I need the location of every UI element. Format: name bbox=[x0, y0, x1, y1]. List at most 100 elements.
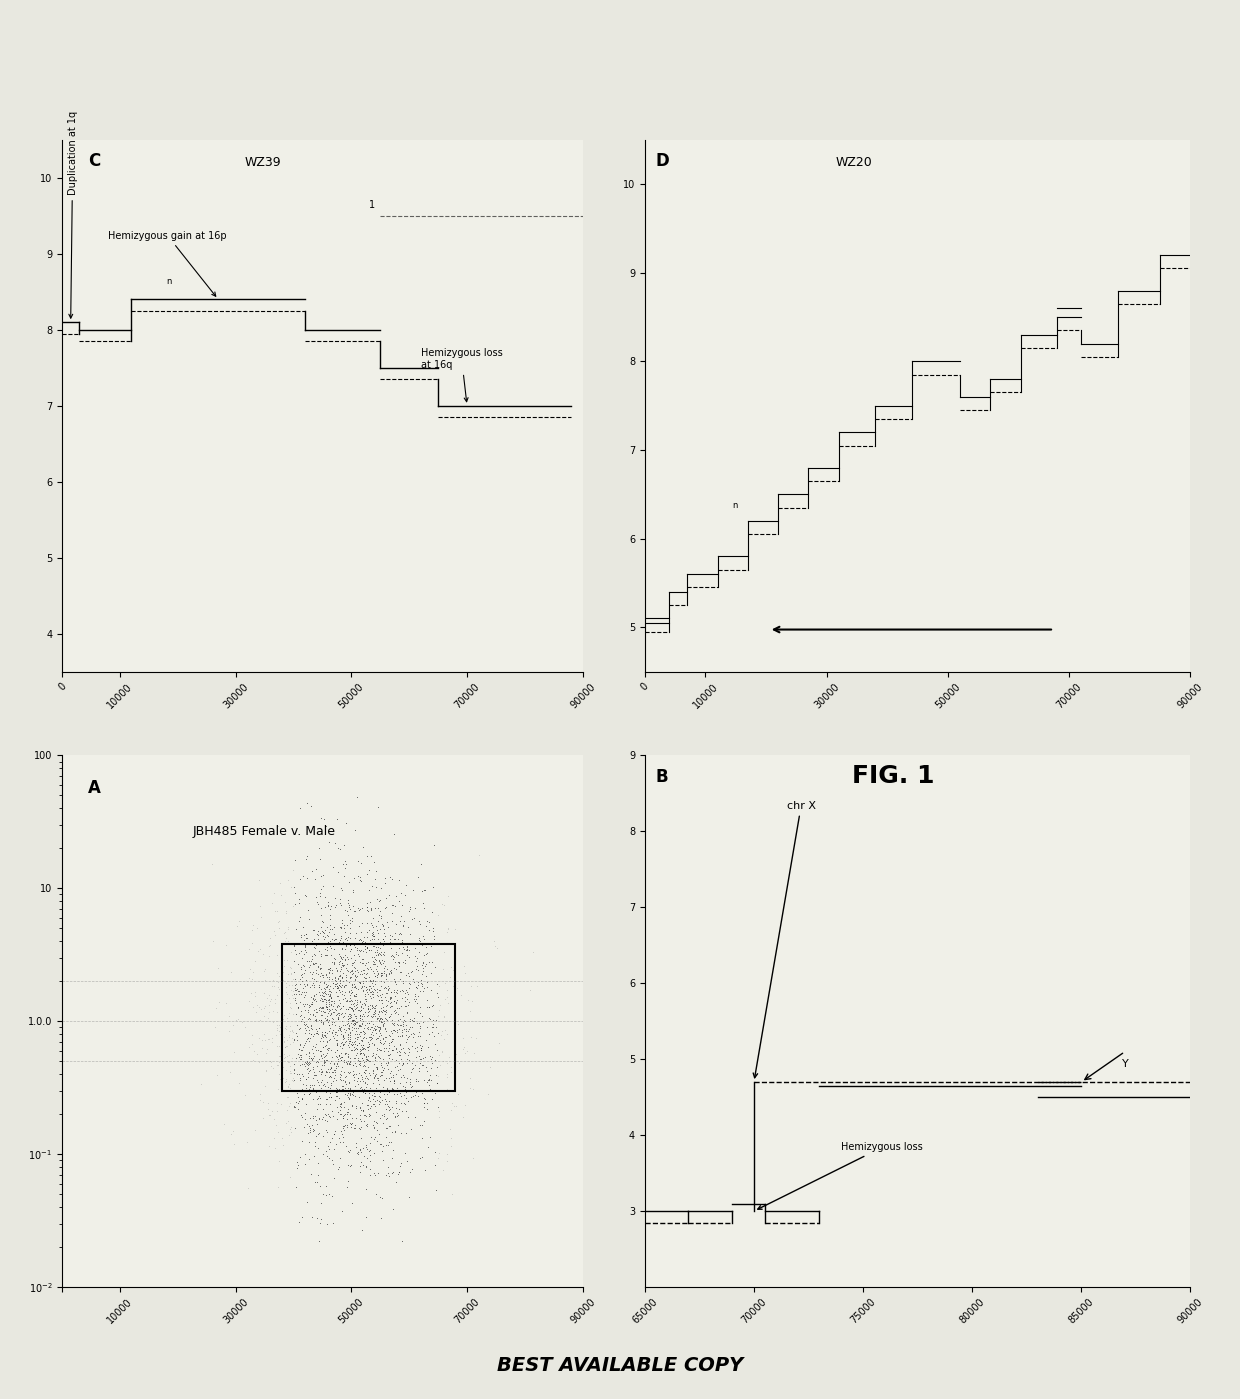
Point bbox=[309, 1230, 329, 1252]
Point bbox=[332, 1126, 352, 1149]
Point bbox=[371, 997, 391, 1020]
Point bbox=[290, 867, 310, 890]
Point bbox=[346, 1094, 366, 1116]
Point bbox=[371, 877, 391, 900]
Point bbox=[332, 988, 352, 1010]
Point bbox=[368, 1007, 388, 1030]
Point bbox=[345, 1079, 365, 1101]
Point bbox=[351, 1014, 371, 1037]
Point bbox=[347, 1034, 367, 1056]
Point bbox=[279, 1024, 299, 1046]
Point bbox=[280, 1077, 300, 1100]
Point bbox=[350, 972, 370, 995]
Point bbox=[374, 922, 394, 944]
Point bbox=[413, 925, 433, 947]
Point bbox=[388, 1025, 408, 1048]
Point bbox=[366, 957, 386, 979]
Point bbox=[291, 1007, 311, 1030]
Point bbox=[356, 978, 376, 1000]
Point bbox=[361, 1049, 381, 1072]
Point bbox=[337, 990, 357, 1013]
Point bbox=[339, 1014, 358, 1037]
Point bbox=[317, 1146, 337, 1168]
Point bbox=[268, 1121, 288, 1143]
Point bbox=[303, 929, 322, 951]
Point bbox=[393, 1013, 413, 1035]
Point bbox=[327, 978, 347, 1000]
Point bbox=[257, 1042, 277, 1065]
Point bbox=[309, 1009, 329, 1031]
Point bbox=[367, 964, 387, 986]
Point bbox=[370, 900, 389, 922]
Point bbox=[340, 1077, 360, 1100]
Point bbox=[334, 1077, 353, 1100]
Point bbox=[289, 982, 309, 1004]
Point bbox=[342, 1034, 362, 1056]
Point bbox=[329, 993, 348, 1016]
Point bbox=[234, 1016, 254, 1038]
Point bbox=[423, 1052, 443, 1074]
Point bbox=[357, 1137, 377, 1160]
Point bbox=[306, 1108, 326, 1130]
Point bbox=[358, 1018, 378, 1041]
Point bbox=[353, 1079, 373, 1101]
Point bbox=[340, 1087, 360, 1109]
Point bbox=[335, 1070, 355, 1093]
Point bbox=[310, 1087, 330, 1109]
Point bbox=[329, 1003, 348, 1025]
Point bbox=[358, 1062, 378, 1084]
Point bbox=[343, 995, 363, 1017]
Point bbox=[347, 1034, 367, 1056]
Point bbox=[300, 795, 320, 817]
Point bbox=[314, 988, 334, 1010]
Point bbox=[326, 1045, 346, 1067]
Point bbox=[361, 981, 381, 1003]
Point bbox=[309, 893, 329, 915]
Point bbox=[322, 1046, 342, 1069]
Point bbox=[351, 1007, 371, 1030]
Point bbox=[335, 933, 355, 956]
Point bbox=[306, 933, 326, 956]
Point bbox=[445, 918, 465, 940]
Point bbox=[393, 1052, 413, 1074]
Point bbox=[414, 897, 434, 919]
Point bbox=[325, 967, 345, 989]
Point bbox=[387, 1083, 407, 1105]
Point bbox=[296, 1013, 316, 1035]
Point bbox=[319, 1137, 339, 1160]
Point bbox=[306, 891, 326, 914]
Point bbox=[383, 1139, 403, 1161]
Point bbox=[286, 1014, 306, 1037]
Point bbox=[322, 918, 342, 940]
Point bbox=[341, 937, 361, 960]
Point bbox=[372, 1000, 392, 1023]
Point bbox=[401, 1067, 420, 1090]
Point bbox=[345, 820, 365, 842]
Point bbox=[265, 900, 285, 922]
Point bbox=[283, 1046, 303, 1069]
Point bbox=[389, 956, 409, 978]
Point bbox=[267, 1017, 286, 1039]
Point bbox=[396, 1081, 415, 1104]
Point bbox=[277, 1069, 296, 1091]
Point bbox=[331, 1079, 351, 1101]
Point bbox=[311, 997, 331, 1020]
Point bbox=[331, 1023, 351, 1045]
Point bbox=[327, 1007, 347, 1030]
Point bbox=[361, 1150, 381, 1172]
Point bbox=[350, 1139, 370, 1161]
Point bbox=[291, 1004, 311, 1027]
Point bbox=[382, 1077, 402, 1100]
Point bbox=[387, 1049, 407, 1072]
Point bbox=[356, 932, 376, 954]
Point bbox=[303, 1077, 322, 1100]
Point bbox=[293, 865, 312, 887]
Point bbox=[296, 928, 316, 950]
Point bbox=[438, 1079, 458, 1101]
Point bbox=[389, 869, 409, 891]
Point bbox=[310, 964, 330, 986]
Point bbox=[368, 950, 388, 972]
Point bbox=[428, 1072, 448, 1094]
Point bbox=[428, 1095, 448, 1118]
Point bbox=[357, 900, 377, 922]
